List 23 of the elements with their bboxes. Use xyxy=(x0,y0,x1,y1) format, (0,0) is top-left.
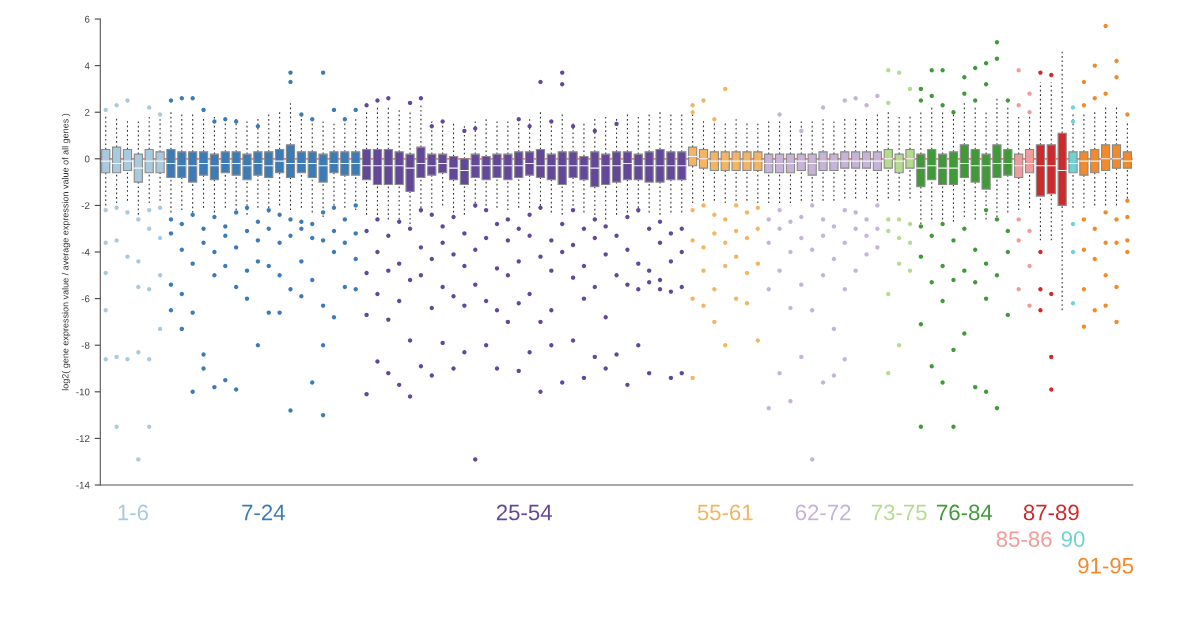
text: 85-86 xyxy=(996,531,1052,547)
y-tick-label: 6 xyxy=(84,15,90,23)
y-tick-label: 0 xyxy=(84,155,90,163)
y-tick-label: -14 xyxy=(76,481,90,489)
y-tick-label: 4 xyxy=(84,62,90,70)
text: 1-6 xyxy=(118,504,148,521)
y-tick-label: 2 xyxy=(84,108,90,116)
y-axis-title: log2( gene expression value / average expression value of all genes ) xyxy=(61,113,71,391)
y-tick-label: -8 xyxy=(81,341,90,349)
y-tick-label: -6 xyxy=(81,295,90,303)
text: 25-54 xyxy=(496,504,552,521)
text: 73-75 xyxy=(871,504,927,521)
y-tick-label: -10 xyxy=(76,388,90,396)
text: 76-84 xyxy=(937,504,993,521)
text: 87-89 xyxy=(1023,504,1079,521)
text: 91-95 xyxy=(1078,557,1134,574)
text: 55-61 xyxy=(697,504,753,521)
text: 90 xyxy=(1061,531,1085,547)
text: 7-24 xyxy=(242,504,285,521)
text: 62-72 xyxy=(795,504,851,521)
y-tick-label: -12 xyxy=(76,435,90,442)
y-tick-label: -2 xyxy=(81,202,90,209)
y-tick-label: -4 xyxy=(81,248,90,256)
